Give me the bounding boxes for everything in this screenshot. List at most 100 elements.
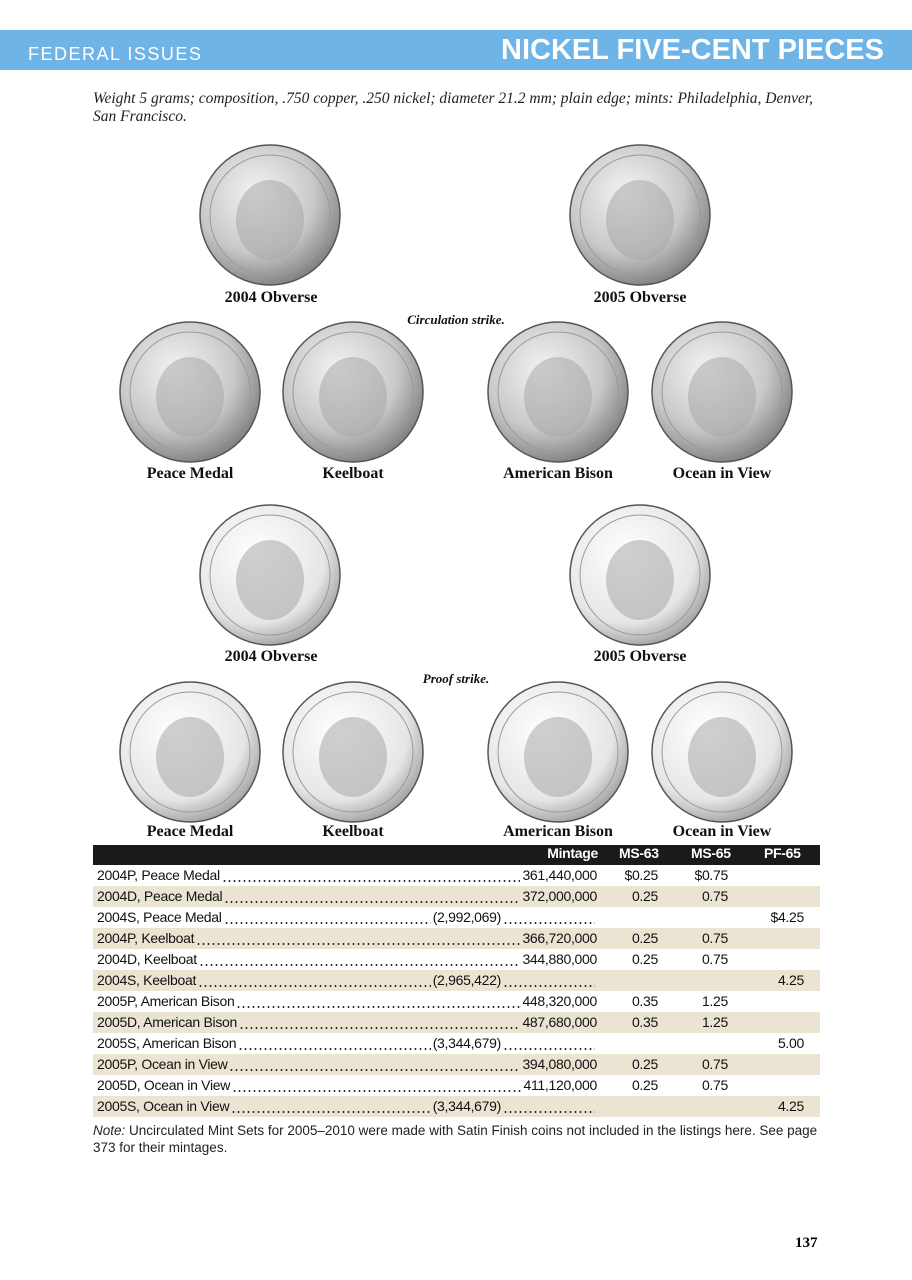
coin — [487, 681, 629, 823]
row-label: 2004P, Keelboat 366,720,000 — [97, 928, 597, 949]
leader-dots — [236, 991, 521, 1012]
table-row: 2005D, Ocean in View 411,120,000 0.25 0.75 — [93, 1075, 820, 1096]
coin — [651, 681, 793, 823]
coin-ring — [497, 691, 619, 813]
section-label: FEDERAL ISSUES — [28, 44, 203, 64]
leader-dots — [503, 970, 595, 991]
price-pf65: 4.25 — [777, 1098, 804, 1114]
table-row: 2005P, Ocean in View 394,080,000 0.25 0.75 — [93, 1054, 820, 1075]
price-ms65: 0.75 — [701, 1077, 728, 1093]
table-header: Mintage MS-63 MS-65 PF-65 — [93, 845, 820, 865]
coin — [651, 321, 793, 463]
mintage: 361,440,000 — [522, 867, 597, 883]
coin — [282, 681, 424, 823]
table-row: 2005S, Ocean in View (3,344,679) 4.25 — [93, 1096, 820, 1117]
mintage: 344,880,000 — [522, 951, 597, 967]
table-row: 2004P, Keelboat 366,720,000 0.25 0.75 — [93, 928, 820, 949]
price-pf65: 4.25 — [777, 972, 804, 988]
price-ms63: $0.25 — [624, 867, 658, 883]
coin-name: 2005D, Ocean in View — [97, 1077, 231, 1093]
coin-name: 2005S, American Bison — [97, 1035, 237, 1051]
row-label: 2004D, Keelboat 344,880,000 — [97, 949, 597, 970]
leader-dots — [503, 907, 595, 928]
coin-ring — [209, 514, 331, 636]
row-label: 2004S, Keelboat (2,965,422) — [97, 970, 597, 991]
mintage: 411,120,000 — [523, 1077, 597, 1093]
coin-relief — [319, 717, 387, 797]
price-pf65: $4.25 — [770, 909, 804, 925]
coin-relief — [319, 357, 387, 437]
coin-relief — [606, 540, 674, 620]
coin — [569, 144, 711, 286]
table-row: 2004D, Peace Medal 372,000,000 0.25 0.75 — [93, 886, 820, 907]
row-label: 2005D, American Bison 487,680,000 — [97, 1012, 597, 1033]
caption: Peace Medal — [146, 823, 234, 840]
note-lead: Note: — [93, 1123, 126, 1138]
leader-dots — [198, 970, 431, 991]
column-header: MS-63 — [619, 845, 659, 861]
caption: Peace Medal — [146, 465, 234, 482]
header-bar: FEDERAL ISSUES NICKEL FIVE-CENT PIECES — [0, 30, 912, 70]
coin-ring — [579, 514, 701, 636]
leader-dots — [231, 1096, 431, 1117]
coin — [282, 321, 424, 463]
price-ms63: 0.25 — [631, 1056, 658, 1072]
price-ms63: 0.25 — [631, 951, 658, 967]
coin-name: 2005S, Ocean in View — [97, 1098, 230, 1114]
caption: Keelboat — [322, 823, 384, 840]
coin-ring — [661, 331, 783, 453]
column-header: PF-65 — [764, 845, 801, 861]
note-text: Uncirculated Mint Sets for 2005–2010 wer… — [93, 1123, 818, 1155]
coin — [199, 504, 341, 646]
leader-dots — [239, 1012, 521, 1033]
leader-dots — [229, 1054, 521, 1075]
price-ms65: 0.75 — [701, 888, 728, 904]
caption: American Bison — [503, 823, 613, 840]
coin-relief — [236, 540, 304, 620]
mintage: 394,080,000 — [522, 1056, 597, 1072]
caption: American Bison — [503, 465, 613, 482]
row-label: 2004S, Peace Medal (2,992,069) — [97, 907, 597, 928]
leader-dots — [196, 928, 521, 949]
column-header: Mintage — [547, 845, 598, 861]
coin-name: 2004S, Keelboat — [97, 972, 197, 988]
coin-ring — [661, 691, 783, 813]
price-ms63: 0.25 — [631, 888, 658, 904]
row-label: 2004P, Peace Medal 361,440,000 — [97, 865, 597, 886]
coin-relief — [688, 357, 756, 437]
coin-ring — [579, 154, 701, 276]
row-label: 2005S, American Bison (3,344,679) — [97, 1033, 597, 1054]
mintage: (2,965,422) — [432, 972, 502, 988]
coin-name: 2005D, American Bison — [97, 1014, 238, 1030]
price-ms63: 0.35 — [631, 1014, 658, 1030]
price-ms63: 0.25 — [631, 1077, 658, 1093]
column-header: MS-65 — [691, 845, 731, 861]
caption: Keelboat — [322, 465, 384, 482]
coin — [119, 321, 261, 463]
coin-ring — [497, 331, 619, 453]
caption: Ocean in View — [672, 465, 772, 482]
coin-name: 2004D, Peace Medal — [97, 888, 223, 904]
price-ms65: 1.25 — [701, 993, 728, 1009]
note: Note: Uncirculated Mint Sets for 2005–20… — [93, 1122, 820, 1156]
coin-name: 2004P, Keelboat — [97, 930, 195, 946]
strike-label: Proof strike. — [422, 671, 490, 686]
caption: 2005 Obverse — [593, 289, 687, 306]
coin-relief — [688, 717, 756, 797]
leader-dots — [221, 865, 521, 886]
row-label: 2005P, American Bison 448,320,000 — [97, 991, 597, 1012]
coin-relief — [606, 180, 674, 260]
row-label: 2005S, Ocean in View (3,344,679) — [97, 1096, 597, 1117]
coin-name: 2004S, Peace Medal — [97, 909, 222, 925]
coin-relief — [156, 717, 224, 797]
strike-label: Circulation strike. — [407, 312, 505, 327]
row-label: 2005P, Ocean in View 394,080,000 — [97, 1054, 597, 1075]
mintage: 487,680,000 — [522, 1014, 597, 1030]
leader-dots — [232, 1075, 522, 1096]
table-row: 2004P, Peace Medal 361,440,000 $0.25 $0.75 — [93, 865, 820, 886]
coin-relief — [524, 717, 592, 797]
leader-dots — [503, 1033, 595, 1054]
mintage: 366,720,000 — [522, 930, 597, 946]
leader-dots — [238, 1033, 431, 1054]
